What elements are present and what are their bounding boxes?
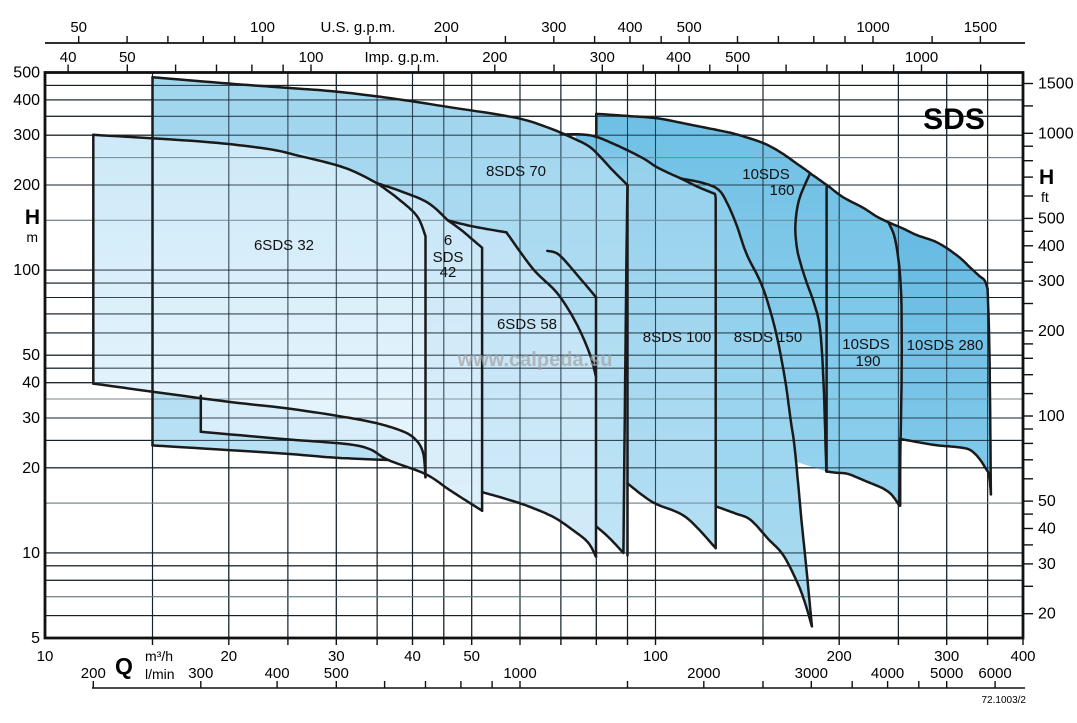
svg-text:m³/h: m³/h [145,648,173,664]
svg-text:6000: 6000 [978,665,1011,682]
svg-text:500: 500 [1038,210,1065,227]
svg-text:500: 500 [13,65,40,82]
svg-text:5000: 5000 [930,665,963,682]
svg-text:400: 400 [1038,238,1065,255]
svg-text:www.calpeda.su: www.calpeda.su [457,349,613,371]
svg-text:2000: 2000 [687,665,720,682]
svg-text:30: 30 [328,648,345,665]
svg-text:30: 30 [22,410,40,427]
svg-text:50: 50 [22,347,40,364]
svg-text:8SDS 150: 8SDS 150 [734,329,802,346]
svg-text:8SDS 100: 8SDS 100 [643,329,711,346]
svg-text:6SDS 32: 6SDS 32 [254,237,314,254]
svg-text:4000: 4000 [871,665,904,682]
svg-text:10SDS: 10SDS [842,336,890,353]
svg-text:50: 50 [119,49,136,66]
svg-text:400: 400 [265,665,290,682]
svg-text:50: 50 [1038,493,1056,510]
svg-text:5: 5 [31,630,40,647]
svg-text:400: 400 [666,49,691,66]
svg-text:40: 40 [60,49,77,66]
svg-text:100: 100 [1038,408,1065,425]
svg-text:500: 500 [677,19,702,36]
svg-text:1000: 1000 [905,49,938,66]
svg-text:100: 100 [13,262,40,279]
svg-text:ft: ft [1041,189,1049,205]
svg-text:20: 20 [220,648,237,665]
svg-text:200: 200 [482,49,507,66]
svg-text:100: 100 [250,19,275,36]
svg-text:20: 20 [1038,606,1056,623]
svg-text:100: 100 [298,49,323,66]
svg-text:50: 50 [463,648,480,665]
svg-text:40: 40 [404,648,421,665]
svg-text:30: 30 [1038,556,1056,573]
svg-text:200: 200 [434,19,459,36]
svg-text:SDS: SDS [923,103,985,136]
svg-text:72.1003/2: 72.1003/2 [982,695,1027,706]
svg-text:U.S. g.p.m.: U.S. g.p.m. [320,19,395,36]
svg-text:l/min: l/min [145,666,175,682]
svg-text:6: 6 [444,232,452,249]
svg-text:10SDS 280: 10SDS 280 [907,337,984,354]
svg-text:6SDS 58: 6SDS 58 [497,316,557,333]
svg-text:SDS: SDS [433,249,464,266]
svg-text:20: 20 [22,460,40,477]
svg-text:400: 400 [13,92,40,109]
svg-text:200: 200 [81,665,106,682]
svg-text:300: 300 [1038,273,1065,290]
svg-text:1000: 1000 [856,19,889,36]
svg-text:1500: 1500 [964,19,997,36]
svg-text:400: 400 [617,19,642,36]
svg-text:200: 200 [827,648,852,665]
svg-text:42: 42 [440,264,457,281]
svg-text:500: 500 [725,49,750,66]
svg-text:200: 200 [1038,323,1065,340]
svg-text:1000: 1000 [1038,125,1074,142]
svg-text:300: 300 [934,648,959,665]
svg-text:Imp. g.p.m.: Imp. g.p.m. [364,49,439,66]
svg-text:400: 400 [1010,648,1035,665]
svg-text:200: 200 [13,177,40,194]
svg-text:300: 300 [13,127,40,144]
svg-text:10SDS: 10SDS [742,166,790,183]
svg-text:100: 100 [643,648,668,665]
svg-text:10: 10 [37,648,54,665]
svg-text:1000: 1000 [503,665,536,682]
svg-text:m: m [26,229,38,245]
svg-text:190: 190 [855,353,880,370]
svg-text:300: 300 [541,19,566,36]
svg-text:H: H [25,206,40,229]
svg-text:40: 40 [22,375,40,392]
svg-text:Q: Q [115,653,133,679]
svg-text:500: 500 [324,665,349,682]
svg-text:50: 50 [70,19,87,36]
svg-text:300: 300 [188,665,213,682]
svg-text:160: 160 [769,182,794,199]
svg-text:3000: 3000 [795,665,828,682]
svg-text:1500: 1500 [1038,76,1074,93]
svg-text:8SDS 70: 8SDS 70 [486,163,546,180]
svg-text:H: H [1039,166,1054,189]
svg-text:300: 300 [590,49,615,66]
svg-text:40: 40 [1038,521,1056,538]
svg-text:10: 10 [22,545,40,562]
